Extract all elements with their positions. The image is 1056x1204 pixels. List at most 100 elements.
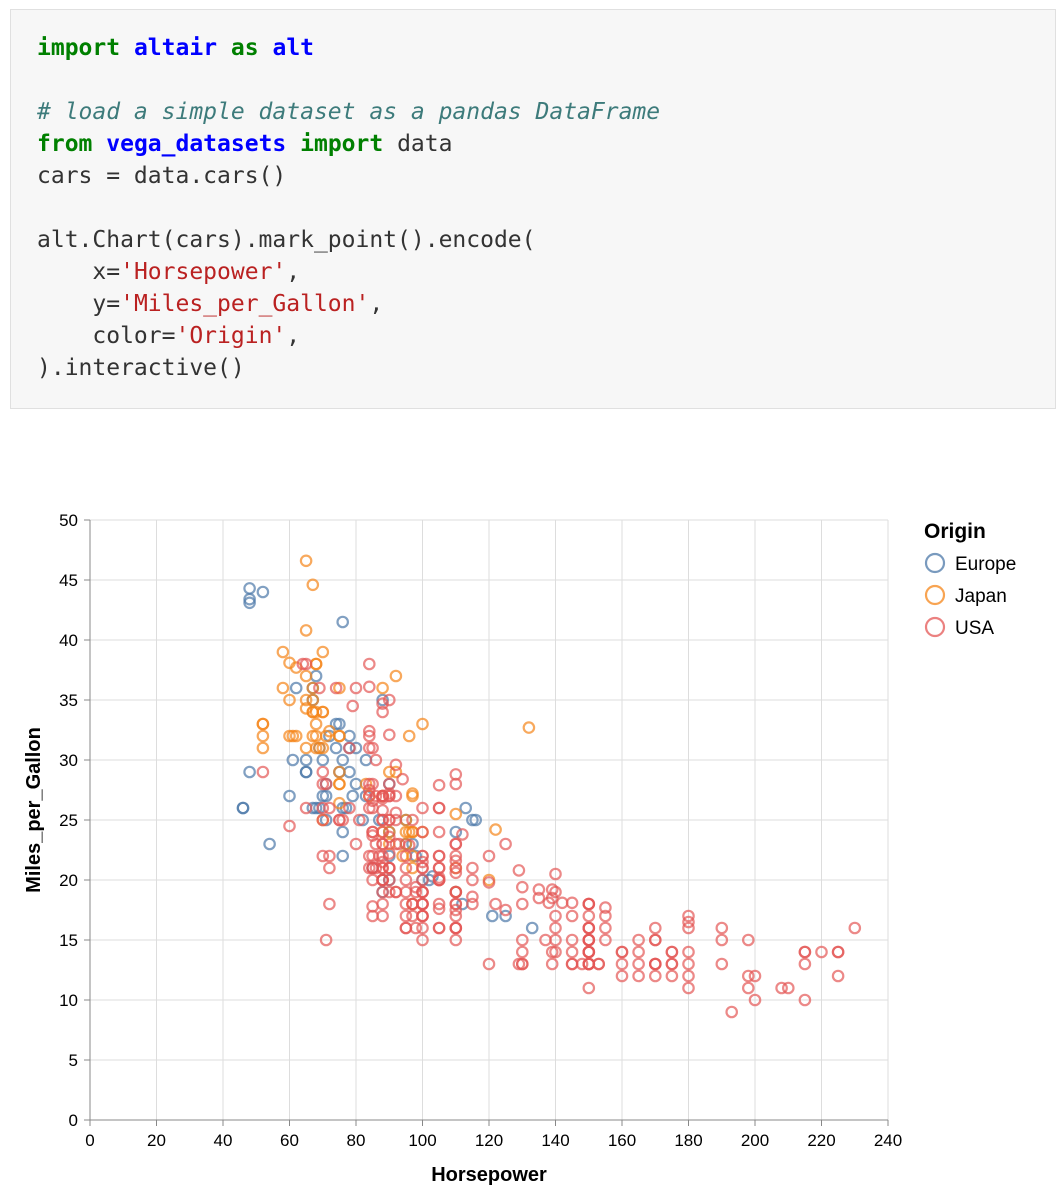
data-point-europe[interactable] bbox=[336, 825, 349, 839]
data-point-europe[interactable] bbox=[286, 753, 300, 767]
data-point-usa[interactable] bbox=[682, 921, 695, 935]
data-point-usa[interactable] bbox=[376, 705, 389, 719]
data-point-europe[interactable] bbox=[299, 753, 313, 767]
data-point-usa[interactable] bbox=[409, 880, 423, 894]
data-point-usa[interactable] bbox=[362, 861, 376, 875]
data-point-usa[interactable] bbox=[615, 957, 629, 971]
data-point-usa[interactable] bbox=[362, 741, 376, 755]
data-point-usa[interactable] bbox=[399, 885, 413, 899]
data-point-usa[interactable] bbox=[406, 897, 419, 911]
data-point-usa[interactable] bbox=[599, 909, 612, 923]
data-point-usa[interactable] bbox=[549, 867, 562, 881]
data-point-usa[interactable] bbox=[316, 777, 330, 791]
scatter-chart[interactable]: 0 20 40 60 80 100 120 140 160 180 200 220 240 0 5 10 15 2… bbox=[10, 500, 1056, 1200]
data-point-usa[interactable] bbox=[555, 896, 569, 910]
data-point-usa[interactable] bbox=[416, 849, 429, 863]
data-point-usa[interactable] bbox=[382, 873, 396, 887]
data-point-usa[interactable] bbox=[299, 801, 313, 815]
data-point-usa[interactable] bbox=[382, 885, 396, 899]
data-point-usa[interactable] bbox=[366, 801, 379, 815]
data-point-usa[interactable] bbox=[376, 813, 389, 827]
data-point-usa[interactable] bbox=[665, 945, 679, 959]
data-point-usa[interactable] bbox=[741, 933, 755, 947]
data-point-usa[interactable] bbox=[648, 921, 662, 935]
data-point-usa[interactable] bbox=[449, 933, 463, 947]
data-point-japan[interactable] bbox=[449, 807, 463, 821]
data-point-europe[interactable] bbox=[525, 921, 539, 935]
data-point-japan[interactable] bbox=[309, 729, 323, 743]
data-point-japan[interactable] bbox=[389, 669, 403, 683]
data-point-usa[interactable] bbox=[416, 801, 429, 815]
data-point-usa[interactable] bbox=[352, 813, 366, 827]
data-point-usa[interactable] bbox=[256, 765, 270, 779]
data-point-usa[interactable] bbox=[432, 849, 446, 863]
data-point-usa[interactable] bbox=[416, 909, 429, 923]
chart-points[interactable] bbox=[236, 554, 862, 1019]
data-point-europe[interactable] bbox=[316, 753, 330, 767]
data-point-japan[interactable] bbox=[306, 681, 320, 695]
data-point-usa[interactable] bbox=[323, 897, 336, 911]
data-point-europe[interactable] bbox=[343, 729, 356, 743]
data-point-usa[interactable] bbox=[343, 741, 356, 755]
data-point-usa[interactable] bbox=[715, 957, 729, 971]
data-point-usa[interactable] bbox=[366, 873, 379, 887]
data-point-usa[interactable] bbox=[323, 849, 336, 863]
data-point-japan[interactable] bbox=[333, 777, 346, 791]
data-point-usa[interactable] bbox=[575, 957, 589, 971]
data-point-usa[interactable] bbox=[539, 933, 552, 947]
data-point-japan[interactable] bbox=[382, 825, 396, 839]
data-point-usa[interactable] bbox=[748, 969, 762, 983]
data-point-japan[interactable] bbox=[522, 721, 536, 734]
data-point-usa[interactable] bbox=[449, 903, 463, 917]
data-point-usa[interactable] bbox=[399, 861, 413, 875]
data-point-usa[interactable] bbox=[392, 837, 406, 851]
data-point-japan[interactable] bbox=[306, 578, 320, 592]
data-point-usa[interactable] bbox=[316, 765, 330, 779]
data-point-usa[interactable] bbox=[815, 945, 828, 959]
data-point-usa[interactable] bbox=[449, 861, 463, 875]
data-point-usa[interactable] bbox=[449, 837, 463, 851]
data-point-usa[interactable] bbox=[396, 772, 409, 786]
data-point-usa[interactable] bbox=[565, 957, 579, 971]
data-point-usa[interactable] bbox=[781, 981, 795, 995]
data-point-europe[interactable] bbox=[329, 741, 343, 755]
data-point-usa[interactable] bbox=[389, 885, 403, 899]
data-point-europe[interactable] bbox=[236, 801, 250, 815]
data-point-usa[interactable] bbox=[549, 945, 562, 959]
data-point-usa[interactable] bbox=[382, 693, 396, 707]
data-point-japan[interactable] bbox=[276, 681, 290, 695]
data-point-usa[interactable] bbox=[775, 981, 788, 995]
data-point-usa[interactable] bbox=[798, 957, 812, 971]
data-point-usa[interactable] bbox=[466, 897, 479, 911]
data-point-usa[interactable] bbox=[416, 933, 429, 947]
data-point-japan[interactable] bbox=[299, 554, 313, 568]
data-point-usa[interactable] bbox=[366, 825, 379, 839]
data-point-usa[interactable] bbox=[515, 933, 529, 947]
data-point-usa[interactable] bbox=[648, 969, 662, 983]
data-point-usa[interactable] bbox=[682, 969, 695, 983]
data-point-usa[interactable] bbox=[399, 921, 413, 935]
data-point-japan[interactable] bbox=[376, 681, 389, 695]
data-point-usa[interactable] bbox=[316, 813, 330, 827]
data-point-europe[interactable] bbox=[243, 582, 256, 595]
data-point-usa[interactable] bbox=[389, 813, 403, 827]
data-point-usa[interactable] bbox=[382, 789, 396, 803]
data-point-usa[interactable] bbox=[715, 921, 729, 935]
data-point-usa[interactable] bbox=[343, 801, 356, 815]
data-point-europe[interactable] bbox=[329, 717, 343, 731]
data-point-usa[interactable] bbox=[515, 945, 529, 959]
data-point-japan[interactable] bbox=[382, 765, 396, 779]
data-point-usa[interactable] bbox=[665, 957, 679, 971]
data-point-usa[interactable] bbox=[376, 697, 389, 710]
data-point-europe[interactable] bbox=[299, 765, 313, 779]
data-point-usa[interactable] bbox=[632, 933, 645, 947]
data-point-europe[interactable] bbox=[343, 765, 356, 779]
data-point-usa[interactable] bbox=[565, 945, 579, 959]
data-point-japan[interactable] bbox=[333, 729, 346, 743]
data-point-japan[interactable] bbox=[299, 693, 313, 707]
data-point-usa[interactable] bbox=[389, 789, 403, 803]
data-point-europe[interactable] bbox=[459, 801, 472, 815]
data-point-japan[interactable] bbox=[316, 645, 330, 659]
data-point-japan[interactable] bbox=[256, 729, 270, 743]
data-point-japan[interactable] bbox=[316, 705, 330, 719]
